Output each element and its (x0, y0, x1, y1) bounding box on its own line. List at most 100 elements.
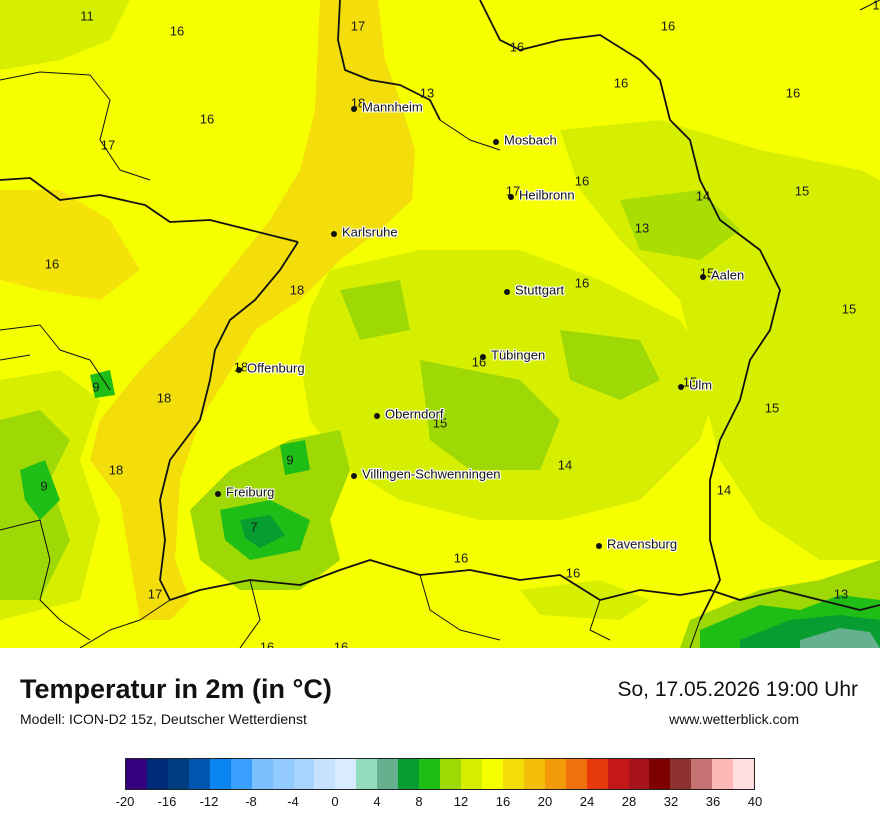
temperature-value-label: 17 (147, 586, 163, 602)
temperature-value-label: 16 (613, 75, 629, 91)
city-dot (236, 367, 242, 373)
legend-color-swatch (293, 759, 315, 789)
legend-color-swatch (544, 759, 566, 789)
legend-tick-label: -20 (115, 794, 135, 809)
temperature-value-label: 15 (794, 183, 810, 199)
legend-color-swatch (502, 759, 524, 789)
legend-color-swatch (272, 759, 294, 789)
legend-color-swatch (440, 759, 461, 789)
temperature-value-label: 14 (716, 482, 732, 498)
city-label: Mannheim (362, 99, 423, 115)
temperature-value-label: 16 (259, 639, 275, 649)
temperature-value-label: 16 (660, 18, 676, 34)
city-label: Oberndorf (385, 406, 444, 422)
city-dot (480, 354, 486, 360)
legend-color-swatch (586, 759, 608, 789)
legend-tick-label: 16 (495, 794, 511, 809)
temperature-legend-bar (125, 758, 755, 790)
city-dot (596, 543, 602, 549)
legend-color-swatch (209, 759, 231, 789)
legend-color-swatch (146, 759, 168, 789)
city-dot (374, 413, 380, 419)
legend-tick-label: -12 (199, 794, 219, 809)
city-label: Freiburg (226, 484, 275, 500)
temperature-value-label: 9 (40, 478, 48, 494)
temperature-value-label: 16 (785, 85, 801, 101)
temperature-value-label: 16 (199, 111, 215, 127)
temperature-value-label: 16 (333, 639, 349, 649)
legend-tick-label: 8 (415, 794, 423, 809)
temperature-value-label: 18 (156, 390, 172, 406)
legend-color-swatch (188, 759, 210, 789)
city-dot (215, 491, 221, 497)
city-dot (678, 384, 684, 390)
legend-color-swatch (356, 759, 378, 789)
temperature-value-label: 9 (92, 379, 100, 395)
city-label: Heilbronn (519, 187, 575, 203)
legend-tick-labels: -20 -16 -12 -8 -4 0 4 8 12 16 20 24 28 32 36 40 (116, 794, 763, 814)
city-label: Ravensburg (607, 536, 678, 552)
temperature-value-label: 15 (432, 415, 448, 431)
temperature-value-label: 14 (557, 457, 573, 473)
city-label: Offenburg (247, 360, 305, 376)
temperature-value-label: 13 (419, 85, 435, 101)
legend-color-swatch (733, 759, 755, 789)
city-label: Tübingen (491, 347, 546, 363)
legend-color-swatch (167, 759, 189, 789)
temperature-value-label: 11 (80, 8, 94, 24)
legend-color-swatch (607, 759, 629, 789)
legend-color-swatch (670, 759, 692, 789)
legend-tick-label: 4 (373, 794, 381, 809)
city-label: Mosbach (504, 132, 557, 148)
legend-color-swatch (398, 759, 420, 789)
city-dot (508, 194, 514, 200)
temperature-value-label: 16 (574, 173, 590, 189)
legend-tick-label: 0 (331, 794, 339, 809)
legend-tick-label: 32 (663, 794, 679, 809)
legend-color-swatch (314, 759, 336, 789)
legend-color-swatch (628, 759, 650, 789)
temperature-value-label: 15 (764, 400, 780, 416)
legend-tick-label: -4 (287, 794, 299, 809)
legend-color-swatch (335, 759, 357, 789)
temperature-value-label: 13 (634, 220, 650, 236)
map-title: Temperatur in 2m (in °C) (20, 674, 332, 704)
city-label: Ulm (689, 377, 713, 393)
temperature-value-label: 7 (250, 519, 258, 535)
temperature-value-label: 16 (565, 565, 581, 581)
legend-color-swatch (230, 759, 252, 789)
temperature-value-label: 16 (509, 39, 525, 55)
city-label: Villingen-Schwenningen (362, 466, 501, 482)
temperature-value-label: 18 (289, 282, 305, 298)
forecast-datetime: So, 17.05.2026 19:00 Uhr (617, 678, 858, 701)
city-dot (493, 139, 499, 145)
temperature-value-label: 18 (108, 462, 124, 478)
city-dot (351, 473, 357, 479)
temperature-value-label: 16 (169, 23, 185, 39)
legend-color-swatch (523, 759, 545, 789)
model-credit: Modell: ICON-D2 15z, Deutscher Wetterdie… (20, 711, 307, 727)
temperature-value-label: 15 (682, 374, 698, 390)
temperature-value-label: 9 (286, 452, 294, 468)
city-dot (351, 106, 357, 112)
temperature-value-label: 15 (841, 301, 857, 317)
legend-color-swatch (377, 759, 399, 789)
legend-color-swatch (126, 759, 147, 789)
temperature-value-label: 16 (44, 256, 60, 272)
temperature-map[interactable]: 11 16 17 16 16 16 16 13 18 16 17 16 17 14 15 13 16 15 16 18… (0, 0, 880, 648)
legend-color-swatch (712, 759, 734, 789)
temperature-value-label: 16 (574, 275, 590, 291)
legend-tick-label: 24 (579, 794, 595, 809)
temperature-field (0, 0, 880, 648)
map-footer: Temperatur in 2m (in °C) Modell: ICON-D2… (0, 648, 880, 830)
legend-color-swatch (481, 759, 503, 789)
legend-tick-label: 28 (621, 794, 637, 809)
website-link[interactable]: www.wetterblick.com (669, 711, 799, 727)
legend-color-swatch (461, 759, 482, 789)
temperature-value-label: 1 (872, 0, 880, 13)
city-dot (700, 274, 706, 280)
legend-tick-label: -8 (245, 794, 257, 809)
temperature-value-label: 17 (350, 18, 366, 34)
temperature-value-label: 14 (695, 188, 711, 204)
legend-color-swatch (649, 759, 671, 789)
